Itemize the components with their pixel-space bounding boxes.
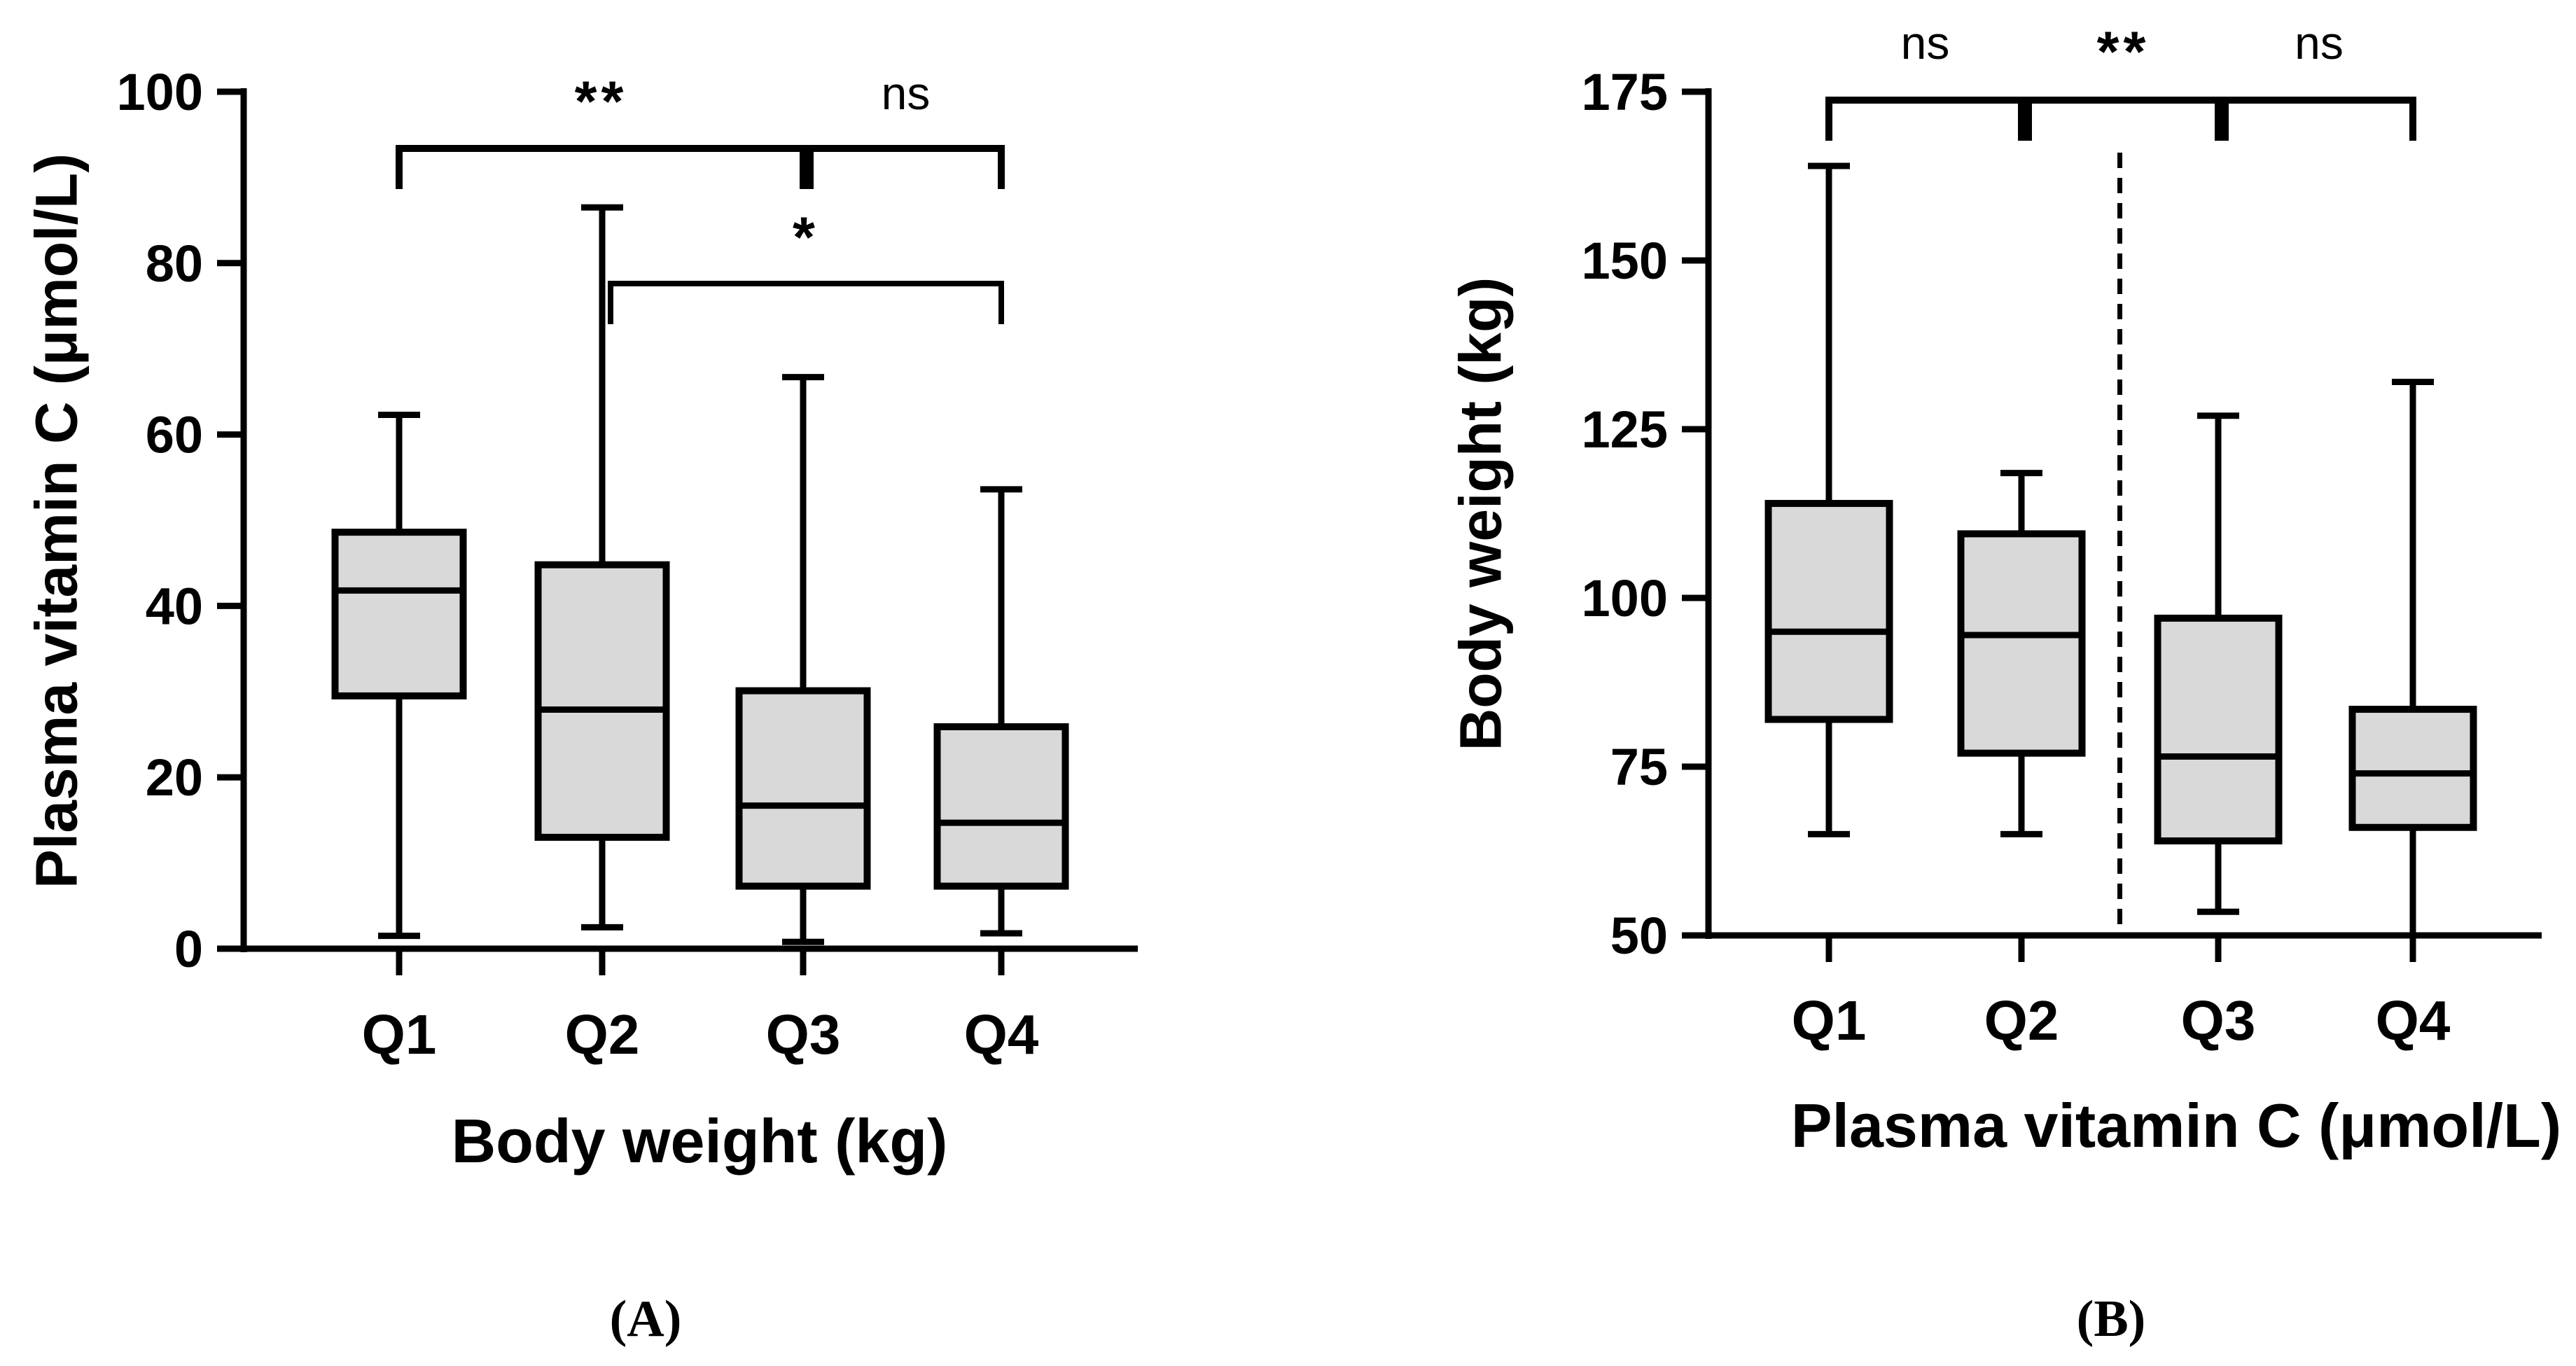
- bracket-line: [608, 281, 1004, 324]
- significance-label: ns: [882, 67, 931, 119]
- bracket-line: [2025, 97, 2222, 141]
- iqr-box: [1764, 500, 1893, 723]
- significance-label: ns: [1901, 17, 1950, 69]
- significance-label: ns: [2295, 17, 2344, 69]
- x-axis-title: Body weight (kg): [452, 1106, 948, 1176]
- box-q3: [735, 374, 871, 945]
- significance-label: **: [575, 70, 628, 134]
- y-tick-label: 50: [1610, 907, 1668, 965]
- iqr-box: [2154, 614, 2283, 845]
- x-axis-title: Plasma vitamin C (μmol/L): [1791, 1091, 2561, 1160]
- significance-bracket: ns: [2222, 17, 2416, 141]
- box-q4: [2348, 379, 2477, 939]
- bracket-line: [1825, 97, 2025, 141]
- bracket-line: [396, 145, 807, 189]
- iqr-box: [735, 687, 871, 890]
- x-tick-label: Q1: [1792, 989, 1867, 1052]
- significance-label: *: [793, 206, 819, 270]
- panel-label: (B): [2077, 1290, 2146, 1348]
- iqr-box: [331, 529, 467, 699]
- x-tick-label: Q3: [766, 1003, 841, 1066]
- y-tick-label: 75: [1610, 738, 1668, 796]
- x-tick-label: Q4: [964, 1003, 1039, 1066]
- x-tick-label: Q2: [1984, 989, 2059, 1052]
- bracket-line: [2222, 97, 2416, 141]
- significance-bracket: *: [608, 206, 1004, 324]
- y-tick-label: 100: [1582, 569, 1668, 627]
- iqr-box: [1957, 530, 2086, 757]
- iqr-box: [933, 723, 1069, 890]
- bracket-line: [807, 145, 1005, 189]
- significance-label: **: [2097, 20, 2150, 84]
- y-tick-label: 20: [146, 748, 203, 807]
- y-tick-label: 80: [146, 235, 203, 293]
- y-axis-title: Body weight (kg): [1447, 277, 1513, 751]
- y-tick-label: 40: [146, 577, 203, 635]
- significance-bracket: ns: [807, 67, 1005, 189]
- iqr-box: [534, 561, 670, 841]
- panel-label: (A): [610, 1290, 682, 1348]
- x-tick-label: Q2: [565, 1003, 640, 1066]
- y-tick-label: 0: [174, 920, 203, 978]
- box-q4: [933, 486, 1069, 937]
- box-q3: [2154, 412, 2283, 915]
- panel-b: 50 75 100 125 150 175 Q1 Q2 Q3 Q4 Body weight (kg)…: [1447, 17, 2561, 1348]
- box-q1: [331, 411, 467, 940]
- x-tick-label: Q1: [362, 1003, 437, 1066]
- x-tick-label: Q3: [2181, 989, 2256, 1052]
- significance-bracket: **: [396, 70, 807, 189]
- significance-bracket: ns: [1825, 17, 2025, 141]
- box-q1: [1764, 162, 1893, 837]
- y-tick-label: 125: [1582, 400, 1668, 459]
- box-q2: [534, 204, 670, 931]
- y-tick-label: 175: [1582, 63, 1668, 121]
- x-tick-label: Q4: [2376, 989, 2451, 1052]
- iqr-box: [2348, 706, 2477, 831]
- panel-a: 0 20 40 60 80 100 Q1 Q2 Q3 Q4 Plasma vitamin C (μm…: [23, 63, 1138, 1348]
- y-tick-label: 150: [1582, 232, 1668, 290]
- y-tick-label: 60: [146, 406, 203, 464]
- significance-bracket: **: [2025, 20, 2222, 141]
- box-q2: [1957, 470, 2086, 837]
- y-axis-title: Plasma vitamin C (μmol/L): [23, 153, 89, 888]
- y-tick-label: 100: [117, 63, 203, 121]
